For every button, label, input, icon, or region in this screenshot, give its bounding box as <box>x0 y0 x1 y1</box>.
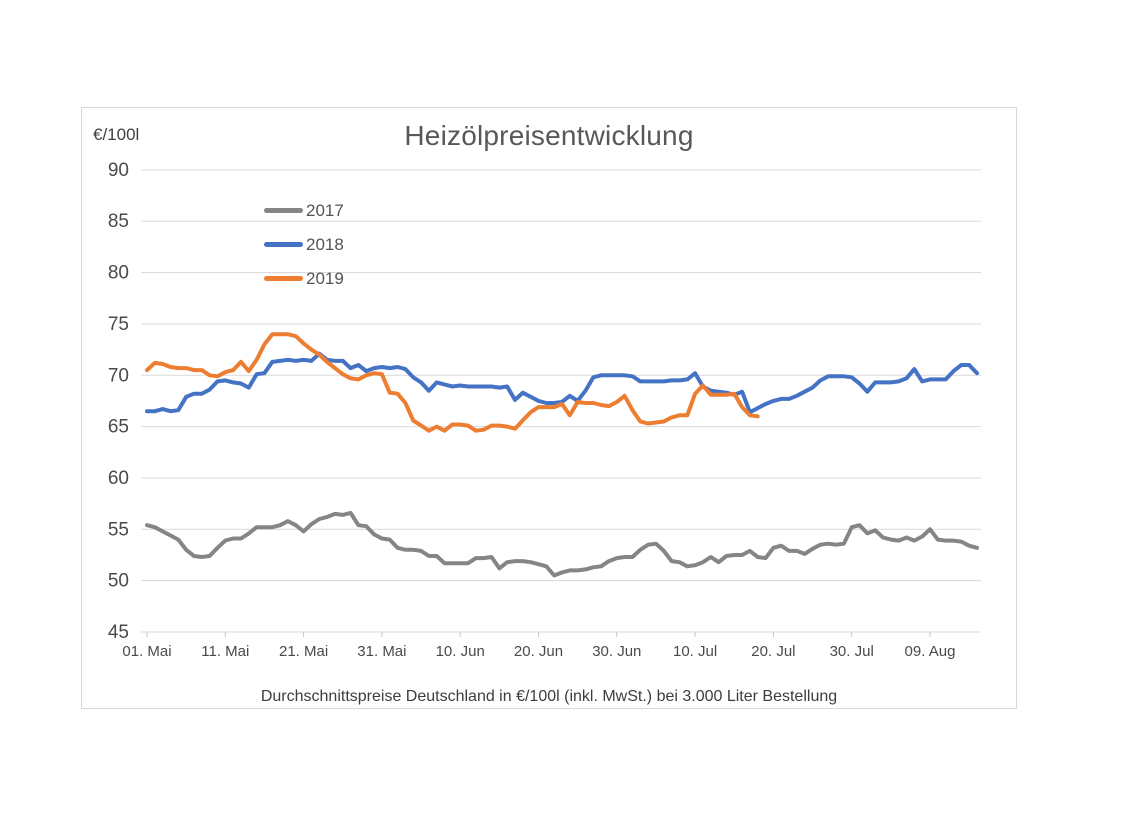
x-tick-label: 09. Aug <box>905 643 956 660</box>
legend-label-2018: 2018 <box>306 234 344 254</box>
x-tick-label: 11. Mai <box>201 643 249 660</box>
legend-label-2017: 2017 <box>306 200 344 220</box>
x-tick-label: 10. Jun <box>436 643 485 660</box>
y-tick-label-60: 60 <box>108 468 129 489</box>
legend-item-2018: 2018 <box>264 232 344 257</box>
y-tick-label-45: 45 <box>108 622 129 643</box>
series-line-2017 <box>145 510 979 578</box>
series-line-2018 <box>145 351 979 415</box>
legend-swatch-2017-icon <box>264 208 303 213</box>
y-tick-label-75: 75 <box>108 314 129 335</box>
legend-label-2019: 2019 <box>306 268 344 288</box>
legend-item-2019: 2019 <box>264 266 344 291</box>
x-tick-label: 20. Jun <box>514 643 563 660</box>
y-tick-label-55: 55 <box>108 519 129 540</box>
legend-swatch-2019-icon <box>264 276 303 281</box>
y-tick-label-90: 90 <box>108 160 129 181</box>
x-tick-label: 30. Jul <box>830 643 874 660</box>
chart-title: Heizölpreisentwicklung <box>404 120 694 151</box>
x-tick-label: 30. Jun <box>592 643 641 660</box>
chart-caption: Durchschnittspreise Deutschland in €/100… <box>260 688 838 705</box>
legend-swatch-2018-icon <box>264 242 303 247</box>
x-tick-label: 31. Mai <box>357 643 406 660</box>
legend: 2017 2018 2019 <box>264 198 344 300</box>
y-tick-label-80: 80 <box>108 263 129 284</box>
legend-item-2017: 2017 <box>264 198 344 223</box>
y-tick-label-65: 65 <box>108 417 129 438</box>
series-line-2019 <box>145 332 760 433</box>
y-tick-label-70: 70 <box>108 365 129 386</box>
x-tick-label: 20. Jul <box>751 643 795 660</box>
chart-frame: 90 85 80 75 70 65 60 55 50 45 01. Mai 11. Mai 21. Ma… <box>81 107 1017 709</box>
x-tick-label: 21. Mai <box>279 643 328 660</box>
x-tick-label: 10. Jul <box>673 643 717 660</box>
x-tick-label: 01. Mai <box>122 643 171 660</box>
y-tick-label-50: 50 <box>108 571 129 592</box>
y-axis-unit-label: €/100l <box>93 125 140 144</box>
y-tick-label-85: 85 <box>108 211 129 232</box>
